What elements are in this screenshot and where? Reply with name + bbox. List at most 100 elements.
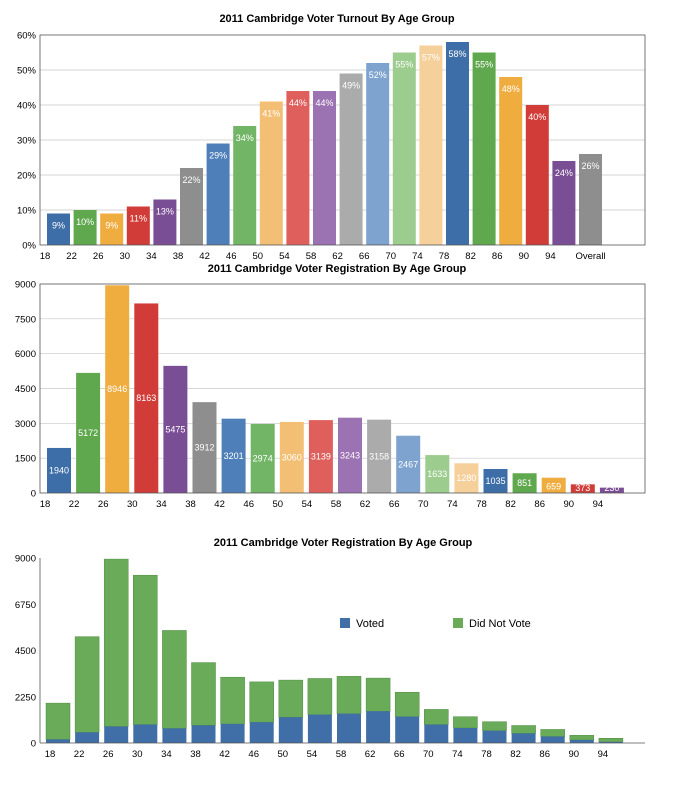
x-tick-label: 46 (243, 499, 254, 510)
y-tick-label: 3000 (15, 419, 36, 430)
bar-82 (512, 473, 537, 493)
bar-voted-50 (278, 717, 303, 743)
bar-78 (483, 468, 508, 493)
x-tick-label: 18 (40, 499, 51, 510)
x-tick-label: 82 (465, 251, 476, 262)
x-tick-label: 66 (389, 499, 400, 510)
bar-34 (153, 199, 177, 245)
x-tick-label: 26 (98, 499, 109, 510)
x-tick-label: 74 (447, 499, 458, 510)
bar-74 (454, 463, 479, 493)
bar-voted-30 (133, 724, 158, 743)
data-label: 55% (395, 60, 413, 70)
y-tick-label: 0% (22, 241, 36, 252)
x-tick-label: 18 (45, 749, 56, 760)
data-label: 3139 (311, 452, 331, 462)
x-tick-label: 30 (132, 749, 143, 760)
y-tick-label: 2250 (15, 692, 36, 703)
bar-90 (525, 105, 549, 245)
bar-94 (599, 487, 624, 493)
bar-62 (367, 419, 392, 493)
data-label: 24% (555, 168, 573, 178)
bar-did-not-vote-90 (569, 735, 595, 741)
data-label: 26% (581, 161, 599, 171)
x-tick-label: 74 (412, 251, 423, 262)
bar-voted-74 (453, 727, 478, 743)
x-tick-label: 62 (332, 251, 343, 262)
bar-voted-34 (162, 728, 187, 743)
x-tick-label: 90 (564, 499, 575, 510)
y-tick-label: 9000 (15, 554, 36, 565)
x-tick-label: 90 (569, 749, 580, 760)
data-label: 8163 (136, 393, 156, 403)
bar-22 (73, 210, 97, 245)
data-label: 2974 (253, 453, 273, 463)
bar-voted-70 (424, 724, 449, 743)
data-label: 40% (528, 112, 546, 122)
bar-86 (541, 477, 566, 493)
bar-38 (180, 168, 203, 245)
bar-overall (579, 154, 602, 245)
bar-did-not-vote-66 (394, 692, 420, 717)
y-tick-label: 0 (31, 489, 36, 500)
x-tick-label: 46 (248, 749, 259, 760)
x-tick-label: 74 (452, 749, 463, 760)
bar-voted-22 (75, 732, 100, 743)
bar-38 (192, 402, 217, 493)
x-tick-label: 22 (69, 499, 80, 510)
bar-74 (419, 45, 443, 245)
x-tick-label: 78 (481, 749, 492, 760)
y-tick-label: 40% (17, 101, 37, 112)
x-tick-label: 30 (120, 251, 131, 262)
bar-54 (308, 420, 333, 493)
y-tick-label: 1500 (15, 454, 36, 465)
data-label: 9% (52, 221, 65, 231)
data-label: 3060 (282, 452, 302, 462)
bar-did-not-vote-50 (278, 679, 304, 718)
data-label: 3158 (369, 451, 389, 461)
data-label: 48% (502, 84, 520, 94)
legend-swatch-voted (340, 618, 350, 628)
x-tick-label: 50 (253, 251, 264, 262)
bar-46 (233, 126, 257, 245)
x-tick-label: 70 (418, 499, 429, 510)
y-tick-label: 30% (17, 136, 37, 147)
bar-voted-86 (540, 736, 565, 743)
bar-18 (47, 447, 71, 493)
data-label: 49% (342, 81, 360, 91)
bar-34 (163, 365, 188, 493)
bar-voted-82 (511, 733, 536, 743)
bar-voted-38 (191, 725, 216, 743)
bar-66 (366, 63, 390, 245)
turnout-chart-title: 2011 Cambridge Voter Turnout By Age Grou… (219, 13, 454, 25)
bar-did-not-vote-22 (74, 636, 100, 733)
data-label: 1633 (427, 469, 447, 479)
data-label: 1280 (456, 473, 476, 483)
x-tick-label: 94 (545, 251, 556, 262)
y-tick-label: 50% (17, 66, 37, 77)
bar-70 (425, 455, 450, 493)
x-tick-label: 26 (93, 251, 104, 262)
x-tick-label: 30 (127, 499, 138, 510)
bar-voted-94 (598, 741, 623, 743)
x-tick-label: 78 (476, 499, 487, 510)
x-tick-label: 82 (505, 499, 516, 510)
x-tick-label: 86 (492, 251, 503, 262)
bar-50 (259, 101, 283, 245)
data-label: 5172 (78, 428, 98, 438)
bar-did-not-vote-30 (133, 574, 158, 725)
data-label: 22% (182, 175, 200, 185)
x-tick-label: 54 (279, 251, 290, 262)
data-label: 34% (236, 133, 254, 143)
x-tick-label: 18 (40, 251, 51, 262)
bar-did-not-vote-18 (45, 702, 71, 740)
bar-86 (499, 77, 523, 245)
bar-voted-66 (395, 716, 420, 743)
bar-26 (100, 213, 124, 245)
bar-50 (279, 421, 304, 493)
data-label: 52% (369, 70, 387, 80)
data-label: 659 (546, 482, 561, 492)
bar-did-not-vote-42 (220, 676, 245, 725)
bar-did-not-vote-82 (511, 725, 536, 734)
bar-30 (126, 206, 150, 245)
